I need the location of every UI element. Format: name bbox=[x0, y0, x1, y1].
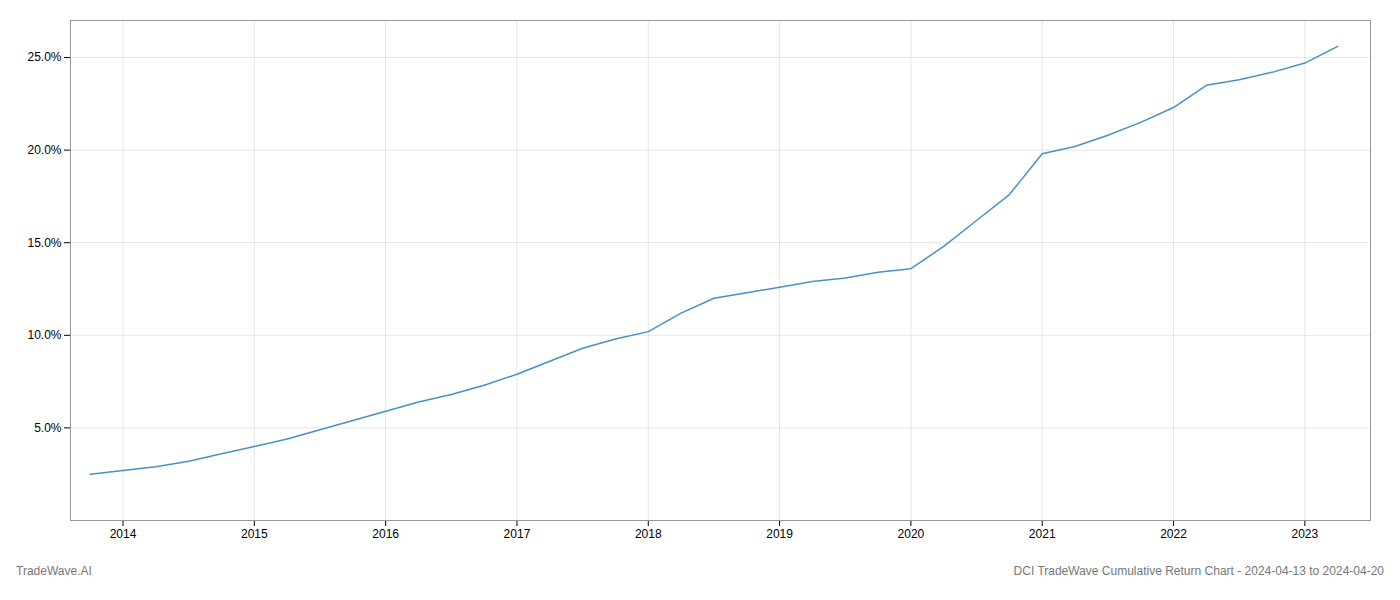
svg-text:2016: 2016 bbox=[372, 527, 399, 541]
svg-text:2015: 2015 bbox=[241, 527, 268, 541]
svg-text:2019: 2019 bbox=[766, 527, 793, 541]
svg-text:15.0%: 15.0% bbox=[27, 236, 61, 250]
svg-text:2023: 2023 bbox=[1291, 527, 1318, 541]
svg-text:2022: 2022 bbox=[1160, 527, 1187, 541]
svg-text:2021: 2021 bbox=[1029, 527, 1056, 541]
html-text:TradeWave.AI: TradeWave.AI bbox=[16, 564, 92, 578]
svg-text:25.0%: 25.0% bbox=[27, 50, 61, 64]
svg-text:20.0%: 20.0% bbox=[27, 143, 61, 157]
svg-text:2014: 2014 bbox=[110, 527, 137, 541]
svg-text:2017: 2017 bbox=[504, 527, 531, 541]
html-text:DCI TradeWave Cumulative Retur: DCI TradeWave Cumulative Return Chart - … bbox=[1013, 564, 1384, 578]
svg-text:10.0%: 10.0% bbox=[27, 328, 61, 342]
svg-text:5.0%: 5.0% bbox=[34, 421, 62, 435]
svg-text:2020: 2020 bbox=[898, 527, 925, 541]
svg-text:2018: 2018 bbox=[635, 527, 662, 541]
